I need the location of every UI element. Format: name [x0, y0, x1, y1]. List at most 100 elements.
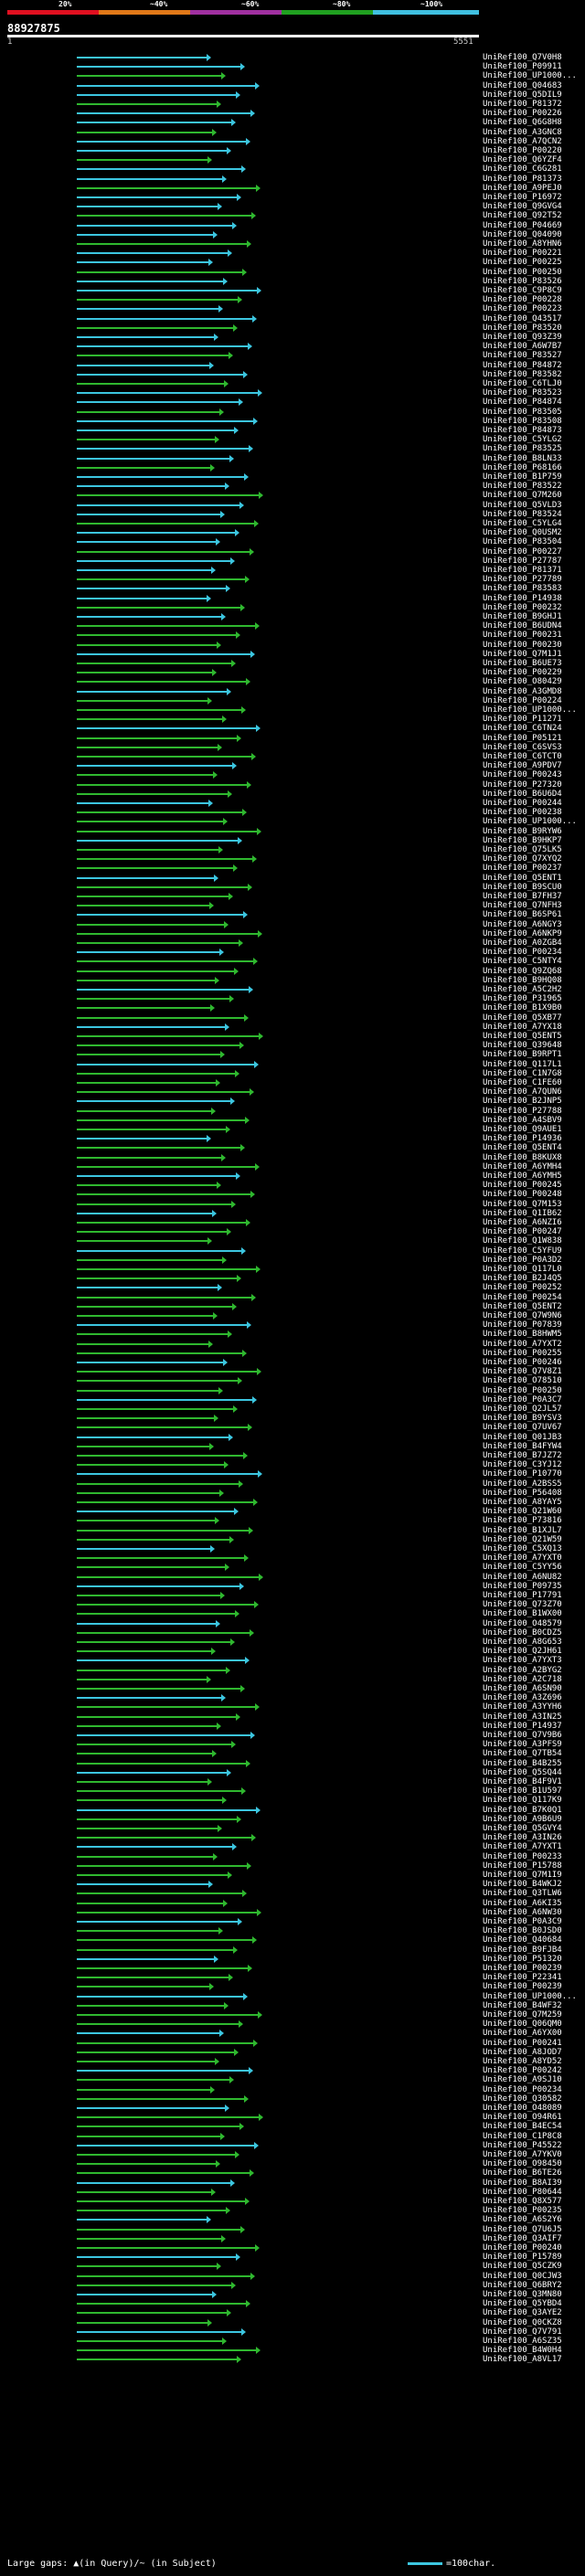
hit-bar[interactable]: [77, 1622, 216, 1625]
hit-bar[interactable]: [77, 1911, 257, 1913]
hit-bar[interactable]: [77, 2051, 234, 2053]
hit-label[interactable]: UniRef100_B9HQ08: [483, 975, 562, 985]
hit-label[interactable]: UniRef100_C5YY56: [483, 1563, 562, 1573]
hit-bar[interactable]: [77, 159, 207, 162]
hit-label[interactable]: UniRef100_Q04090: [483, 229, 562, 239]
hit-label[interactable]: UniRef100_O80429: [483, 677, 562, 687]
hit-bar[interactable]: [77, 1118, 245, 1121]
hit-bar[interactable]: [77, 652, 250, 655]
hit-bar[interactable]: [77, 1417, 214, 1420]
hit-label[interactable]: UniRef100_P0A3C9: [483, 1917, 562, 1926]
hit-label[interactable]: UniRef100_P00237: [483, 864, 562, 874]
hit-bar[interactable]: [77, 1538, 229, 1541]
hit-bar[interactable]: [77, 1175, 236, 1177]
hit-bar[interactable]: [77, 364, 209, 366]
hit-bar[interactable]: [77, 523, 254, 525]
hit-label[interactable]: UniRef100_P83505: [483, 407, 562, 417]
hit-bar[interactable]: [77, 419, 253, 422]
hit-label[interactable]: UniRef100_Q1IB62: [483, 1208, 562, 1218]
hit-label[interactable]: UniRef100_B9SCU0: [483, 882, 562, 892]
hit-bar[interactable]: [77, 1697, 221, 1700]
hit-label[interactable]: UniRef100_P80644: [483, 2187, 562, 2197]
hit-label[interactable]: UniRef100_P00242: [483, 2066, 562, 2076]
hit-label[interactable]: UniRef100_P14938: [483, 593, 562, 603]
hit-bar[interactable]: [77, 1650, 211, 1653]
hit-label[interactable]: UniRef100_P00254: [483, 1292, 562, 1302]
hit-bar[interactable]: [77, 597, 207, 599]
hit-label[interactable]: UniRef100_Q92T52: [483, 211, 562, 221]
hit-label[interactable]: UniRef100_A6SN90: [483, 1684, 562, 1693]
hit-label[interactable]: UniRef100_B9RYW6: [483, 826, 562, 836]
hit-bar[interactable]: [77, 1585, 239, 1587]
hit-label[interactable]: UniRef100_P27788: [483, 1106, 562, 1116]
hit-label[interactable]: UniRef100_A6NKP9: [483, 928, 562, 938]
hit-label[interactable]: UniRef100_P00233: [483, 1851, 562, 1861]
hit-label[interactable]: UniRef100_P83523: [483, 388, 562, 398]
hit-bar[interactable]: [77, 541, 216, 544]
hit-label[interactable]: UniRef100_P83524: [483, 509, 562, 519]
hit-bar[interactable]: [77, 1408, 233, 1410]
hit-bar[interactable]: [77, 1165, 255, 1168]
hit-label[interactable]: UniRef100_A8JOD7: [483, 2047, 562, 2057]
hit-label[interactable]: UniRef100_B6UE73: [483, 659, 562, 668]
hit-bar[interactable]: [77, 66, 240, 69]
hit-bar[interactable]: [77, 2070, 249, 2072]
hit-bar[interactable]: [77, 849, 218, 851]
hit-bar[interactable]: [77, 1362, 223, 1363]
hit-label[interactable]: UniRef100_Q5ENT5: [483, 1032, 562, 1041]
hit-label[interactable]: UniRef100_Q3AYE2: [483, 2308, 562, 2318]
hit-label[interactable]: UniRef100_P00248: [483, 1190, 562, 1200]
hit-bar[interactable]: [77, 2088, 210, 2091]
hit-bar[interactable]: [77, 1296, 251, 1299]
hit-bar[interactable]: [77, 2330, 241, 2333]
hit-bar[interactable]: [77, 606, 240, 609]
hit-bar[interactable]: [77, 1324, 247, 1327]
hit-bar[interactable]: [77, 1072, 235, 1075]
hit-label[interactable]: UniRef100_Q7UV67: [483, 1423, 562, 1433]
hit-bar[interactable]: [77, 1193, 250, 1196]
hit-label[interactable]: UniRef100_P00226: [483, 109, 562, 119]
hit-bar[interactable]: [77, 643, 217, 646]
hit-label[interactable]: UniRef100_P56408: [483, 1488, 562, 1498]
hit-label[interactable]: UniRef100_P27789: [483, 575, 562, 585]
hit-label[interactable]: UniRef100_P83508: [483, 416, 562, 426]
hit-bar[interactable]: [77, 1455, 243, 1457]
hit-bar[interactable]: [77, 2014, 258, 2016]
hit-label[interactable]: UniRef100_Q5DIL9: [483, 90, 562, 100]
hit-label[interactable]: UniRef100_P00229: [483, 668, 562, 678]
hit-bar[interactable]: [77, 1669, 226, 1671]
hit-bar[interactable]: [77, 989, 249, 991]
hit-label[interactable]: UniRef100_B1U597: [483, 1786, 562, 1797]
hit-bar[interactable]: [77, 616, 221, 618]
hit-bar[interactable]: [77, 1082, 216, 1084]
hit-bar[interactable]: [77, 1631, 250, 1634]
hit-label[interactable]: UniRef100_B8KUX8: [483, 1152, 562, 1162]
hit-label[interactable]: UniRef100_A8G653: [483, 1638, 562, 1647]
hit-bar[interactable]: [77, 186, 256, 189]
hit-bar[interactable]: [77, 1818, 237, 1820]
hit-bar[interactable]: [77, 383, 224, 385]
hit-bar[interactable]: [77, 942, 239, 944]
hit-bar[interactable]: [77, 1138, 207, 1140]
hit-bar[interactable]: [77, 1445, 209, 1447]
hit-bar[interactable]: [77, 1808, 256, 1811]
hit-label[interactable]: UniRef100_P10770: [483, 1469, 562, 1479]
hit-label[interactable]: UniRef100_Q40684: [483, 1935, 562, 1945]
hit-bar[interactable]: [77, 75, 221, 78]
hit-label[interactable]: UniRef100_B6UDN4: [483, 621, 562, 631]
hit-label[interactable]: UniRef100_P15788: [483, 1860, 562, 1871]
hit-bar[interactable]: [77, 1799, 222, 1802]
hit-label[interactable]: UniRef100_P17791: [483, 1591, 562, 1600]
hit-bar[interactable]: [77, 625, 255, 628]
hit-bar[interactable]: [77, 737, 237, 739]
hit-bar[interactable]: [77, 1240, 207, 1243]
hit-label[interactable]: UniRef100_B7FH37: [483, 892, 562, 901]
hit-bar[interactable]: [77, 345, 248, 348]
hit-bar[interactable]: [77, 2135, 220, 2137]
hit-label[interactable]: UniRef100_A3IN25: [483, 1712, 562, 1722]
hit-label[interactable]: UniRef100_P00231: [483, 631, 562, 641]
hit-label[interactable]: UniRef100_P00250: [483, 267, 562, 277]
hit-bar[interactable]: [77, 1342, 208, 1345]
hit-bar[interactable]: [77, 914, 243, 917]
hit-bar[interactable]: [77, 1231, 227, 1234]
